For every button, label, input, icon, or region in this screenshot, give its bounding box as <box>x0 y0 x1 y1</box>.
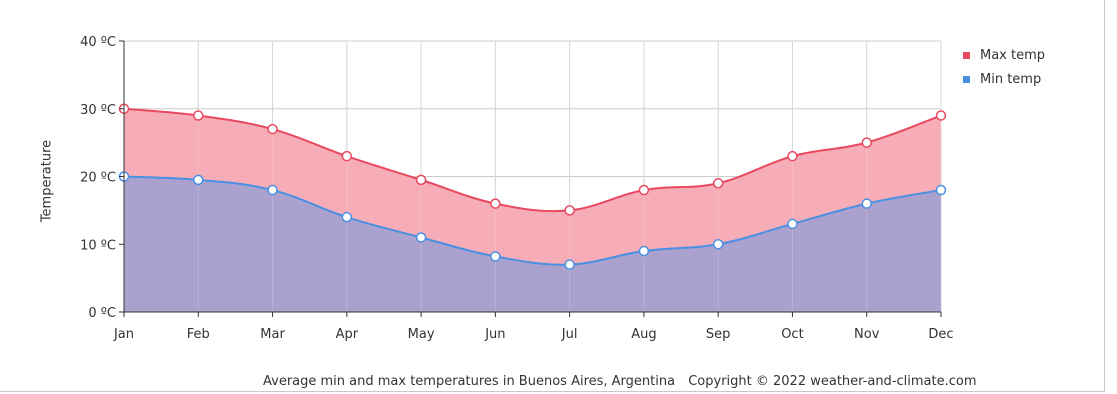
series-line-min <box>123 175 942 266</box>
data-point-max <box>787 150 798 162</box>
data-point-max <box>267 123 278 135</box>
legend-item-max[interactable]: Max temp <box>963 43 1045 67</box>
legend-label-min: Min temp <box>980 71 1042 87</box>
x-tick-label: Nov <box>854 327 880 342</box>
data-point-max <box>861 137 872 148</box>
legend-item-min[interactable]: Min temp <box>963 67 1045 91</box>
x-tick-label: Feb <box>187 327 210 342</box>
legend-swatch-max <box>963 51 970 59</box>
chart-legend: Max temp Min temp <box>963 43 1045 91</box>
x-tick-label: Mar <box>260 327 285 342</box>
y-tick-label: 30 ºC <box>80 103 116 118</box>
data-point-max <box>935 110 947 121</box>
y-tick-label: 40 ºC <box>80 35 116 50</box>
x-tick-label: Jan <box>113 327 134 342</box>
data-point-min <box>341 211 353 223</box>
data-point-max <box>341 150 353 162</box>
copyright-text: Copyright © 2022 weather-and-climate.com <box>688 374 977 389</box>
x-tick-label: Aug <box>631 327 656 342</box>
data-point-max <box>712 178 724 189</box>
data-point-max <box>193 110 204 121</box>
x-tick-label: Oct <box>781 327 803 342</box>
data-point-max <box>564 205 575 216</box>
y-axis-label: Temperature <box>39 139 55 223</box>
data-point-min <box>935 184 947 196</box>
data-point-min <box>415 232 427 243</box>
data-point-min <box>712 239 724 250</box>
data-point-min <box>490 251 501 262</box>
x-tick-label: May <box>408 327 435 342</box>
legend-label-max: Max temp <box>980 47 1046 63</box>
x-tick-label: Jun <box>484 327 505 342</box>
legend-swatch-min <box>963 75 970 83</box>
data-point-max <box>415 174 427 186</box>
chart-caption: Average min and max temperatures in Buen… <box>263 374 676 389</box>
chart-footer: Average min and max temperatures in Buen… <box>263 374 986 389</box>
data-point-min <box>267 184 278 196</box>
x-tick-label: Jul <box>561 327 578 342</box>
series-area-min <box>124 176 941 312</box>
data-point-min <box>787 218 798 230</box>
x-tick-label: Sep <box>706 327 731 342</box>
y-tick-label: 0 ºC <box>88 306 116 321</box>
y-tick-label: 10 ºC <box>80 238 116 253</box>
data-point-min <box>564 259 575 270</box>
data-point-min <box>861 198 872 209</box>
data-point-max <box>638 184 650 196</box>
data-point-min <box>193 174 204 186</box>
y-tick-label: 20 ºC <box>80 171 116 186</box>
data-point-max <box>490 198 501 209</box>
series-line-max <box>123 107 942 213</box>
x-tick-label: Dec <box>928 327 953 342</box>
data-point-min <box>638 245 650 257</box>
x-tick-label: Apr <box>336 327 359 342</box>
